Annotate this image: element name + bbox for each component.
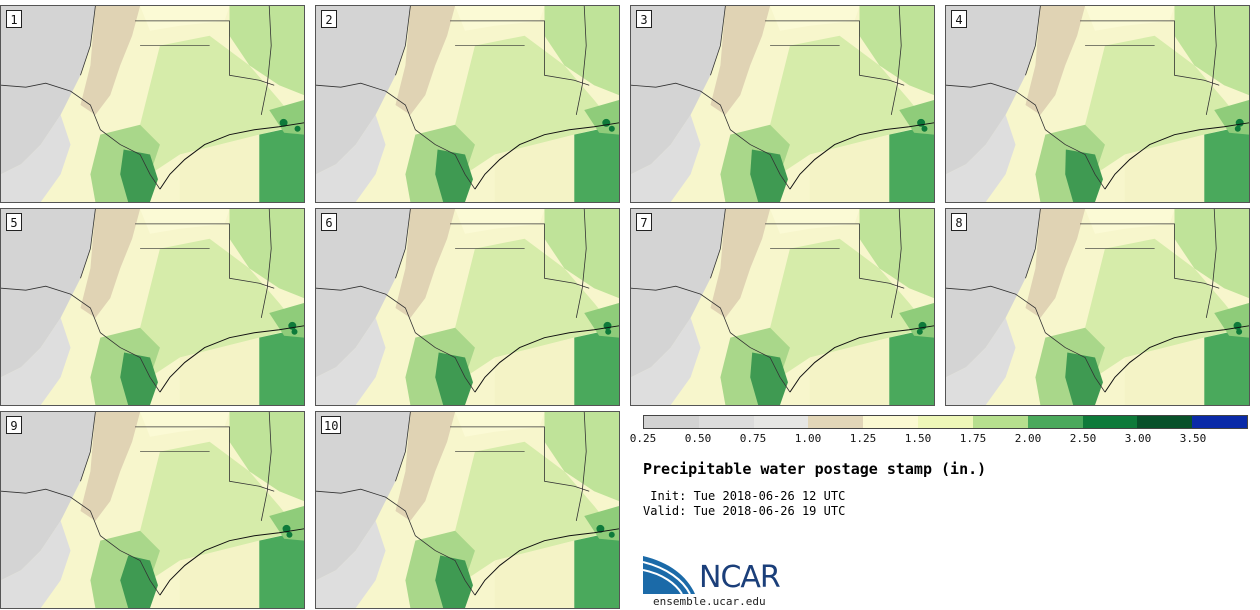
init-time: Init: Tue 2018-06-26 12 UTC: [643, 489, 845, 503]
precipitable-water-map: [1, 412, 304, 608]
colorbar-swatch-8: [1082, 416, 1138, 428]
map-panel-5: 5: [0, 208, 305, 406]
colorbar-tick-label: 2.00: [1014, 432, 1042, 445]
colorbar-tick-label: 2.50: [1069, 432, 1097, 445]
map-panel-1: 1: [0, 5, 305, 203]
precipitable-water-map: [946, 6, 1249, 202]
map-panel-6: 6: [315, 208, 620, 406]
precipitable-water-map: [1, 6, 304, 202]
panel-number-label: 3: [636, 10, 652, 28]
colorbar-swatch-3: [808, 416, 864, 428]
map-panel-3: 3: [630, 5, 935, 203]
colorbar-tick-label: 0.75: [739, 432, 767, 445]
colorbar-tick-label: 1.00: [794, 432, 822, 445]
init-time-text: Init: Tue 2018-06-26 12 UTC: [650, 489, 846, 503]
colorbar-swatch-10: [1192, 416, 1247, 428]
map-panel-4: 4: [945, 5, 1250, 203]
panel-number-label: 7: [636, 213, 652, 231]
colorbar-swatch-1: [698, 416, 754, 428]
map-panel-10: 10: [315, 411, 620, 609]
colorbar-tick-label: 0.50: [684, 432, 712, 445]
colorbar-swatch-5: [918, 416, 973, 428]
precipitable-water-map: [631, 209, 934, 405]
colorbar-tick-label: 1.50: [904, 432, 932, 445]
map-panel-2: 2: [315, 5, 620, 203]
colorbar-tick-label: 0.25: [629, 432, 657, 445]
colorbar-swatch-6: [972, 416, 1028, 428]
panel-number-label: 10: [321, 416, 342, 434]
colorbar-swatch-7: [1027, 416, 1083, 428]
colorbar-tick-label: 1.25: [849, 432, 877, 445]
colorbar-swatch-2: [753, 416, 809, 428]
logo-text: NCAR: [699, 560, 781, 595]
colorbar: [643, 415, 1248, 429]
colorbar-tick-label: 1.75: [959, 432, 987, 445]
colorbar-swatch-0: [644, 416, 699, 428]
colorbar-swatch-9: [1137, 416, 1193, 428]
panel-number-label: 2: [321, 10, 337, 28]
colorbar-labels: 0.25 0.50 0.75 1.00 1.25 1.50 1.75 2.00 2.50 3.00…: [630, 432, 1250, 448]
ncar-logo-icon: [643, 556, 695, 595]
panel-number-label: 9: [6, 416, 22, 434]
panel-number-label: 4: [951, 10, 967, 28]
panel-number-label: 8: [951, 213, 967, 231]
logo-url: ensemble.ucar.edu: [653, 595, 766, 608]
map-panel-8: 8: [945, 208, 1250, 406]
precipitable-water-map: [316, 6, 619, 202]
colorbar-tick-label: 3.00: [1124, 432, 1152, 445]
precipitable-water-map: [946, 209, 1249, 405]
panel-number-label: 5: [6, 213, 22, 231]
panel-number-label: 6: [321, 213, 337, 231]
map-panel-7: 7: [630, 208, 935, 406]
precipitable-water-map: [1, 209, 304, 405]
page-title: Precipitable water postage stamp (in.): [643, 460, 987, 478]
precipitable-water-map: [316, 412, 619, 608]
precipitable-water-map: [631, 6, 934, 202]
colorbar-tick-label: 3.50: [1179, 432, 1207, 445]
valid-time: Valid: Tue 2018-06-26 19 UTC: [643, 504, 846, 518]
map-panel-9: 9: [0, 411, 305, 609]
precipitable-water-map: [316, 209, 619, 405]
colorbar-swatch-4: [863, 416, 919, 428]
panel-number-label: 1: [6, 10, 22, 28]
